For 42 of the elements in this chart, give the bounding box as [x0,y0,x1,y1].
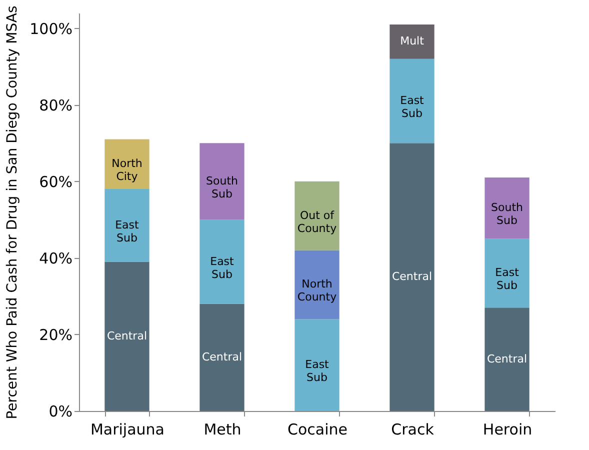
text: Central [106,329,148,342]
series-label: North County [297,278,338,304]
text: South Sub [491,201,524,228]
bar [104,262,150,411]
bar [200,143,244,220]
bar [484,178,530,239]
series-label: Out of County [297,208,338,235]
bar [294,181,340,250]
bar [390,58,434,144]
y-tick-label: 40% [39,249,72,268]
bar [484,308,530,411]
bar [200,304,244,411]
x-tick-label: Cocaine [288,420,348,438]
series-label: East Sub [210,254,235,281]
x-tick-label: Crack [391,420,434,438]
text: Central [486,352,528,366]
bar [390,143,434,411]
series-label: South Sub [206,174,238,200]
text: East Sub [495,266,519,292]
y-tick-label: 80% [39,96,72,114]
series-label: North City [112,157,142,184]
bar [104,189,150,262]
text: Central [202,350,242,364]
x-tick-label: Marijauna [90,420,165,438]
text: East Sub [115,218,139,244]
x-tick-label: Meth [204,420,242,438]
y-tick-label: 0% [48,402,72,420]
bar [390,24,434,59]
x-tick-label: Heroin [482,420,532,438]
bar [200,220,244,304]
bar [294,250,340,320]
y-tick-label: 20% [39,326,72,344]
series-label: Mult [400,34,425,48]
text: East Sub [305,358,329,384]
bar [484,238,530,308]
bar [294,319,340,411]
y-tick-label: 100% [30,20,72,38]
text: East Sub [400,94,424,120]
y-axis-title: Percent Who Paid Cash for Drug in San Diego County MSAs [4,6,21,420]
series-label: Central [392,270,432,284]
y-tick-label: 60% [39,172,72,191]
bar [104,139,150,190]
